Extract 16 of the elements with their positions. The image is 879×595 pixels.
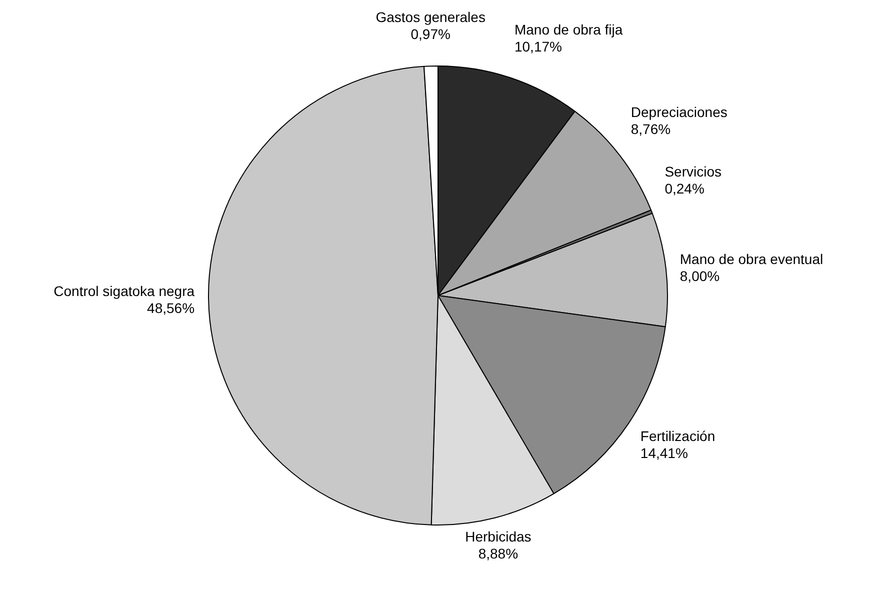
data-label: 14,41% [640, 444, 688, 461]
slice-label: Servicios [664, 164, 722, 180]
data-label: 0,24% [664, 180, 704, 197]
slice-label: Mano de obra eventual [680, 251, 824, 268]
slice-label: Gastos generales [376, 9, 486, 26]
slice-label: Control sigatoka negra [54, 282, 195, 299]
slice-label: Depreciaciones [630, 104, 728, 120]
data-label: 8,76% [630, 120, 671, 137]
slice-label: Herbicidas [465, 528, 532, 544]
data-label: 8,88% [478, 545, 518, 562]
data-label: 8,00% [680, 268, 720, 284]
slice-label: Fertilización [640, 428, 716, 444]
data-label: 48,56% [147, 300, 195, 316]
data-label: 0,97% [410, 26, 450, 42]
slice-label: Mano de obra fija [514, 21, 623, 38]
data-label: 10,17% [514, 38, 562, 54]
